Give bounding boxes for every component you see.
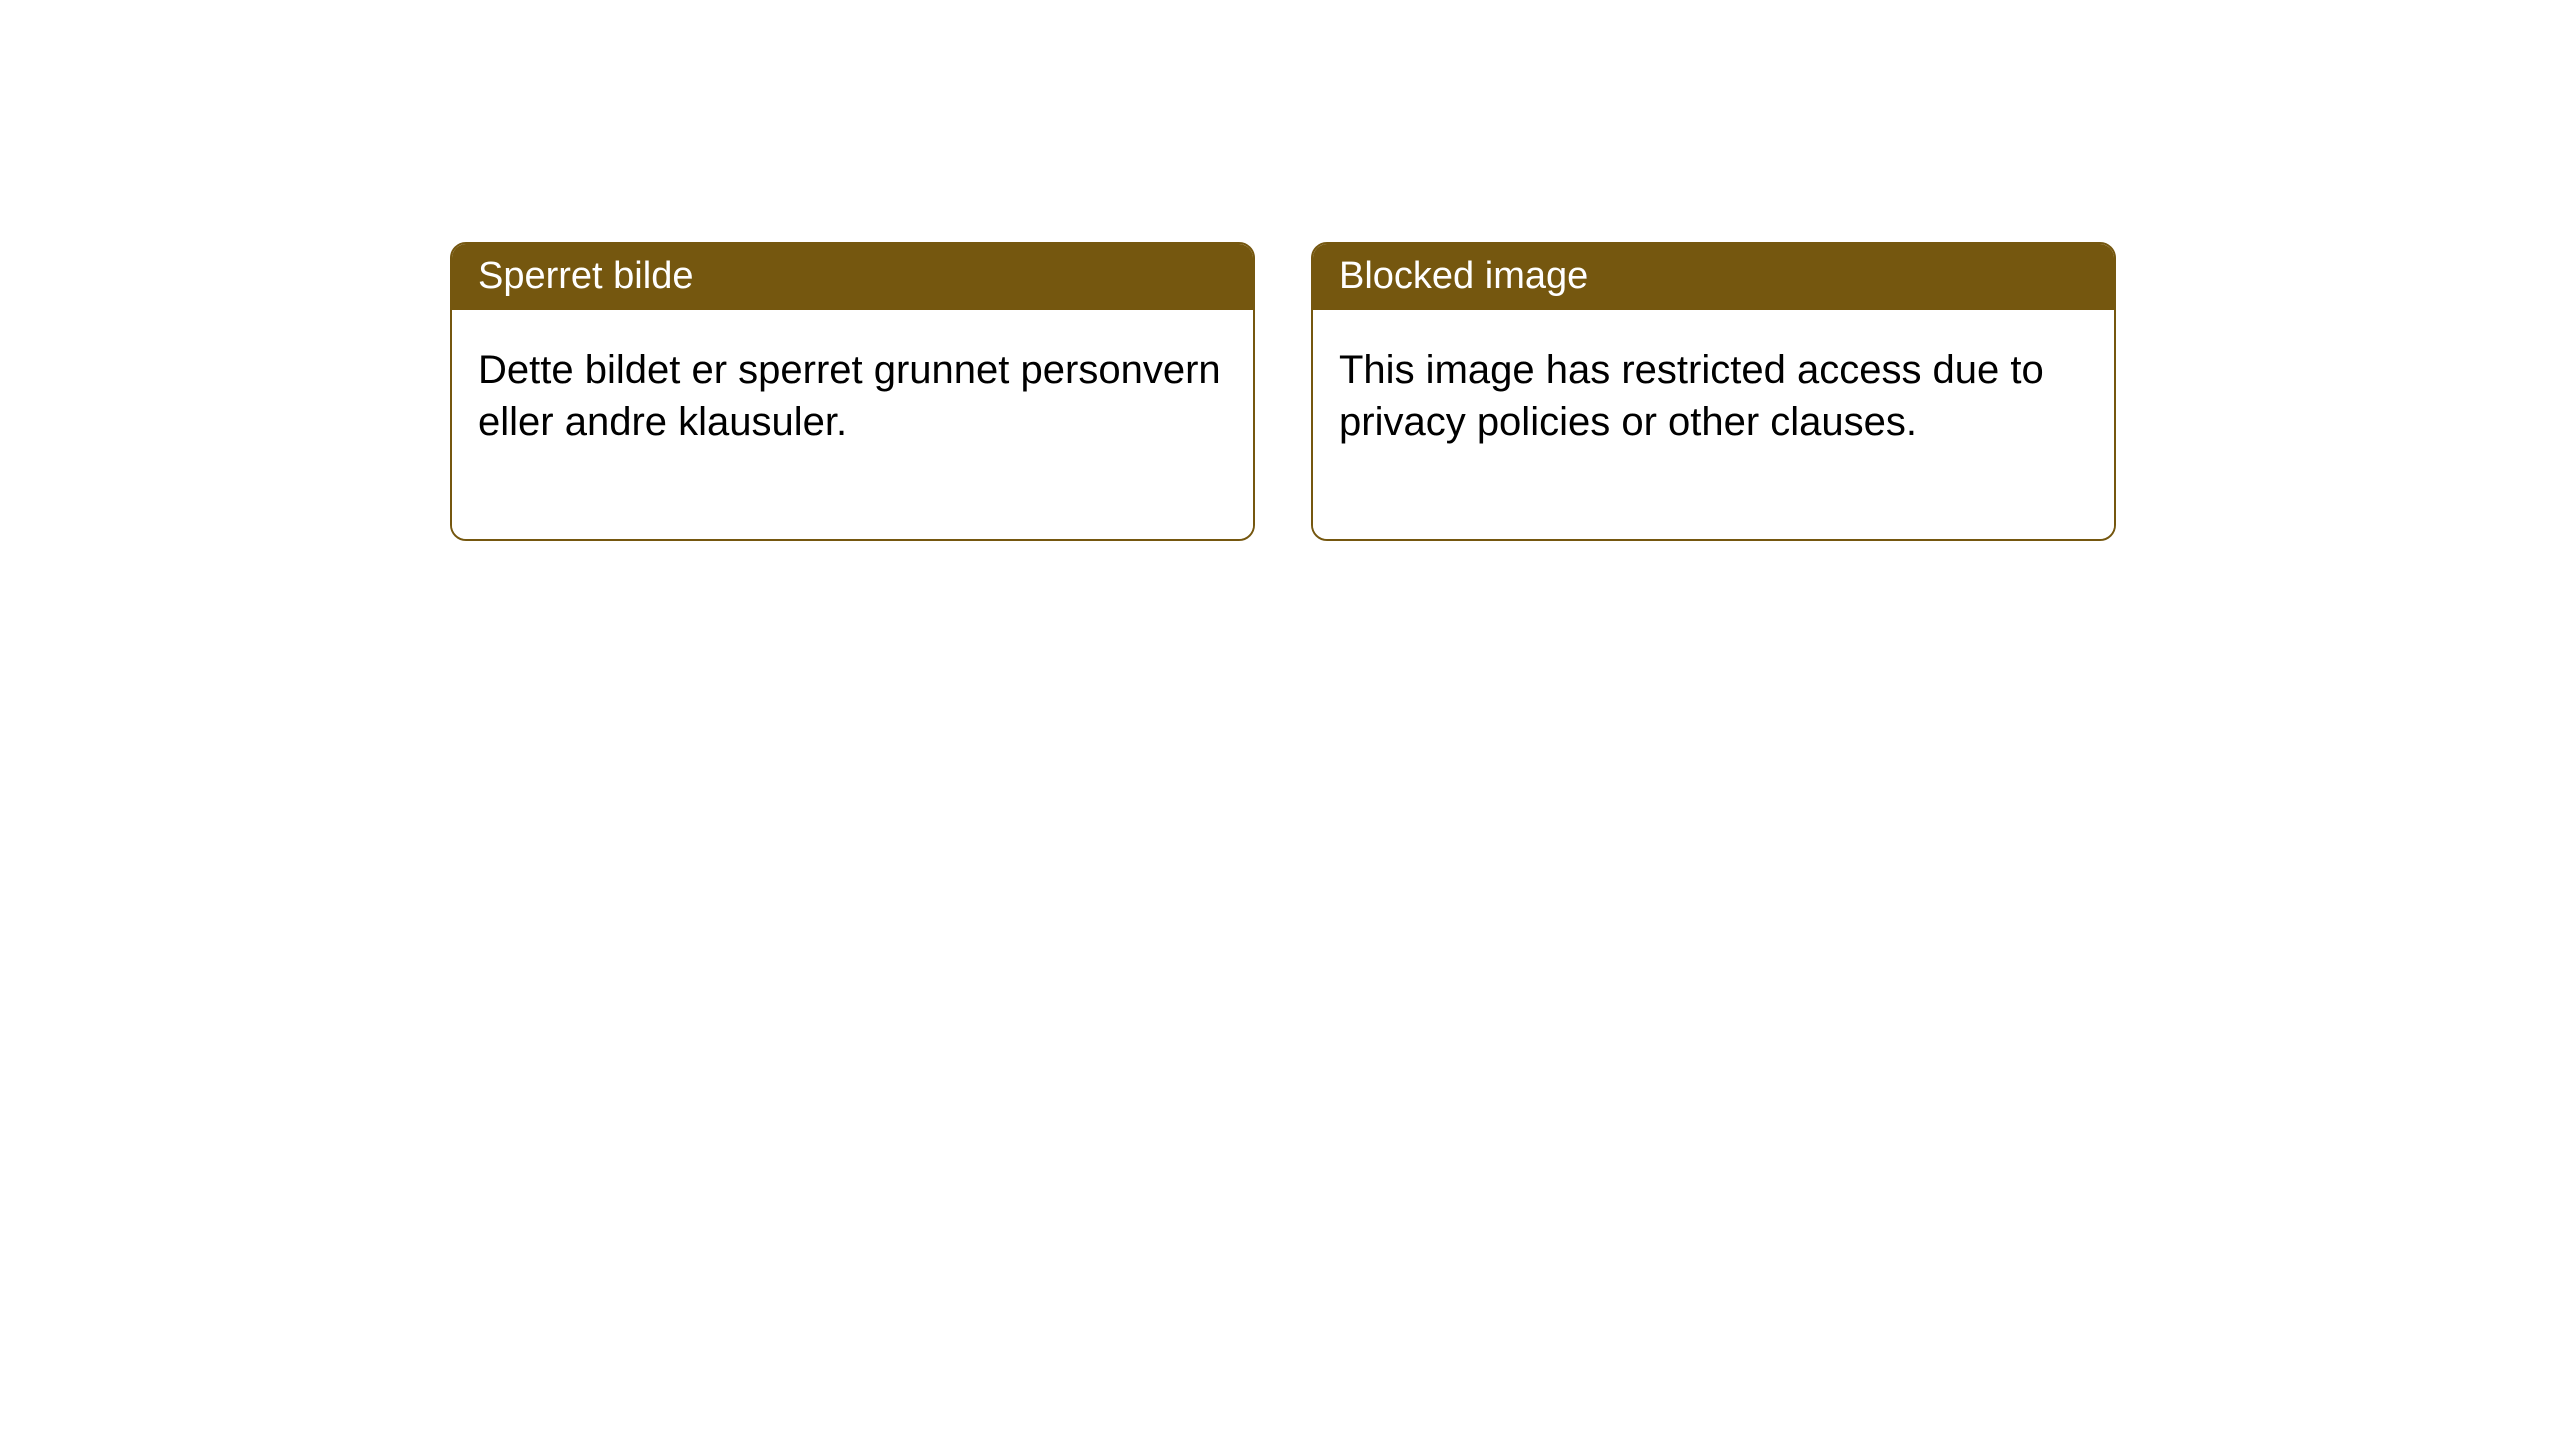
- notice-header-norwegian: Sperret bilde: [452, 244, 1253, 310]
- notice-container: Sperret bilde Dette bildet er sperret gr…: [0, 0, 2560, 541]
- notice-body-english: This image has restricted access due to …: [1313, 310, 2114, 540]
- notice-header-english: Blocked image: [1313, 244, 2114, 310]
- notice-card-english: Blocked image This image has restricted …: [1311, 242, 2116, 541]
- notice-body-norwegian: Dette bildet er sperret grunnet personve…: [452, 310, 1253, 540]
- notice-card-norwegian: Sperret bilde Dette bildet er sperret gr…: [450, 242, 1255, 541]
